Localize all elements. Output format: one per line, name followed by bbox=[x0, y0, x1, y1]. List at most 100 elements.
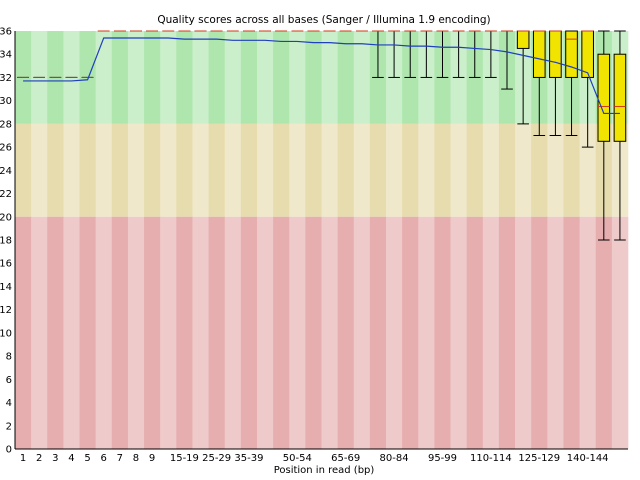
zone-band bbox=[176, 31, 193, 124]
y-tick-label: 10 bbox=[0, 328, 12, 339]
zone-band bbox=[127, 123, 145, 217]
zone-band bbox=[47, 216, 64, 449]
zone-band bbox=[240, 31, 258, 124]
chart-title: Quality scores across all bases (Sanger … bbox=[157, 14, 490, 26]
x-tick-label: 110-114 bbox=[470, 453, 512, 464]
zone-band bbox=[208, 216, 226, 449]
box-position-27 bbox=[436, 30, 449, 78]
zone-band bbox=[160, 216, 177, 449]
zone-band bbox=[434, 123, 451, 217]
zone-band bbox=[95, 216, 113, 449]
y-tick-label: 34 bbox=[0, 50, 12, 61]
zone-band bbox=[305, 123, 322, 217]
box-position-35 bbox=[565, 30, 578, 136]
zone-band bbox=[127, 31, 145, 124]
zone-band bbox=[353, 31, 371, 124]
box-position-26 bbox=[420, 30, 433, 78]
box-iqr bbox=[581, 30, 594, 78]
zone-band bbox=[321, 31, 338, 124]
box-position-36 bbox=[581, 30, 594, 148]
zone-band bbox=[337, 123, 355, 217]
zone-band bbox=[418, 216, 435, 449]
x-tick-label: 125-129 bbox=[518, 453, 560, 464]
zone-band bbox=[353, 123, 371, 217]
x-tick-labels: 1 2 3 4 5 6 7 8 9 15-19 25-29 35-39 50-54 65-69 80-84 9… bbox=[20, 453, 609, 464]
zone-band bbox=[482, 123, 500, 217]
zone-band bbox=[176, 123, 193, 217]
y-tick-label: 22 bbox=[0, 189, 12, 200]
box-plots bbox=[17, 30, 627, 241]
x-tick-label: 25-29 bbox=[202, 453, 231, 464]
zone-band bbox=[31, 123, 48, 217]
zone-band bbox=[111, 31, 129, 124]
zone-band bbox=[531, 216, 548, 449]
y-tick-label: 8 bbox=[6, 352, 12, 363]
zone-band bbox=[305, 31, 322, 124]
zone-band bbox=[79, 216, 96, 449]
zone-band bbox=[111, 216, 129, 449]
zone-band bbox=[144, 31, 161, 124]
y-tick-label: 2 bbox=[6, 421, 12, 432]
zone-band bbox=[63, 123, 80, 217]
x-tick-label: 8 bbox=[133, 453, 139, 464]
x-tick-label: 95-99 bbox=[428, 453, 457, 464]
x-tick-label: 65-69 bbox=[331, 453, 360, 464]
zone-band bbox=[208, 123, 226, 217]
zone-band bbox=[79, 123, 96, 217]
y-tick-label: 20 bbox=[0, 212, 12, 223]
box-position-30 bbox=[485, 30, 497, 78]
x-tick-label: 5 bbox=[84, 453, 90, 464]
box-position-38 bbox=[613, 30, 627, 241]
y-tick-label: 16 bbox=[0, 259, 12, 270]
zone-band bbox=[47, 123, 64, 217]
zone-band bbox=[563, 123, 580, 217]
box-position-29 bbox=[468, 30, 481, 78]
zone-band bbox=[15, 216, 32, 449]
zone-band bbox=[579, 216, 597, 449]
box-position-25 bbox=[404, 30, 417, 78]
zone-band bbox=[353, 216, 371, 449]
zone-band bbox=[176, 216, 193, 449]
zone-band bbox=[386, 123, 403, 217]
zone-band bbox=[289, 216, 306, 449]
x-tick-label: 9 bbox=[149, 453, 155, 464]
zone-band bbox=[595, 216, 613, 449]
zone-band bbox=[482, 216, 500, 449]
zone-band bbox=[273, 31, 290, 124]
zone-band bbox=[386, 216, 403, 449]
zone-band bbox=[466, 123, 484, 217]
y-tick-label: 6 bbox=[6, 375, 12, 386]
zone-band bbox=[337, 31, 355, 124]
x-tick-label: 3 bbox=[52, 453, 58, 464]
zone-band bbox=[208, 31, 226, 124]
zone-band bbox=[160, 31, 177, 124]
zone-band bbox=[95, 123, 113, 217]
box-iqr bbox=[532, 30, 546, 78]
zone-band bbox=[369, 123, 387, 217]
zone-band bbox=[321, 123, 338, 217]
plot-background bbox=[15, 31, 629, 449]
zone-band bbox=[498, 216, 516, 449]
axes bbox=[14, 31, 628, 450]
zone-band bbox=[256, 216, 274, 449]
zone-band bbox=[369, 216, 387, 449]
x-tick-label: 1 bbox=[20, 453, 26, 464]
zone-band bbox=[337, 216, 355, 449]
y-tick-label: 36 bbox=[0, 27, 12, 38]
zone-band bbox=[224, 216, 242, 449]
box-iqr bbox=[597, 53, 611, 142]
x-tick-label: 4 bbox=[68, 453, 74, 464]
zone-band bbox=[434, 216, 451, 449]
box-position-37 bbox=[597, 30, 611, 241]
box-position-31 bbox=[501, 30, 513, 90]
zone-band bbox=[289, 123, 306, 217]
zone-band bbox=[192, 123, 209, 217]
zone-band bbox=[240, 216, 258, 449]
zone-band bbox=[111, 123, 129, 217]
zone-band bbox=[256, 123, 274, 217]
box-position-32 bbox=[516, 30, 530, 125]
x-tick-label: 140-144 bbox=[567, 453, 609, 464]
zone-band bbox=[450, 216, 467, 449]
